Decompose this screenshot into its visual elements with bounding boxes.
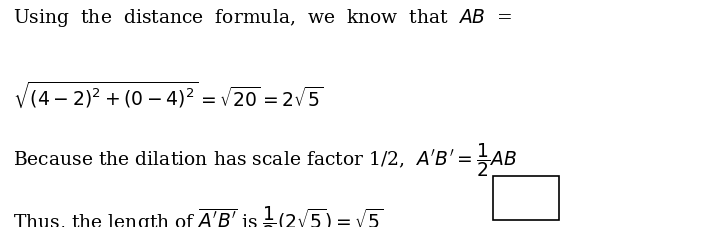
- Text: Using  the  distance  formula,  we  know  that  $AB$  =: Using the distance formula, we know that…: [13, 7, 513, 29]
- Text: $\sqrt{(4-2)^2 + (0-4)^2} = \sqrt{20} = 2\sqrt{5}$: $\sqrt{(4-2)^2 + (0-4)^2} = \sqrt{20} = …: [13, 79, 323, 110]
- Text: Because the dilation has scale factor 1/2,  $A'B' = \dfrac{1}{2}AB$: Because the dilation has scale factor 1/…: [13, 141, 517, 179]
- Text: Thus, the length of $\overline{A'B'}$ is $\dfrac{1}{2}(2\sqrt{5}) = \sqrt{5}$: Thus, the length of $\overline{A'B'}$ is…: [13, 204, 384, 227]
